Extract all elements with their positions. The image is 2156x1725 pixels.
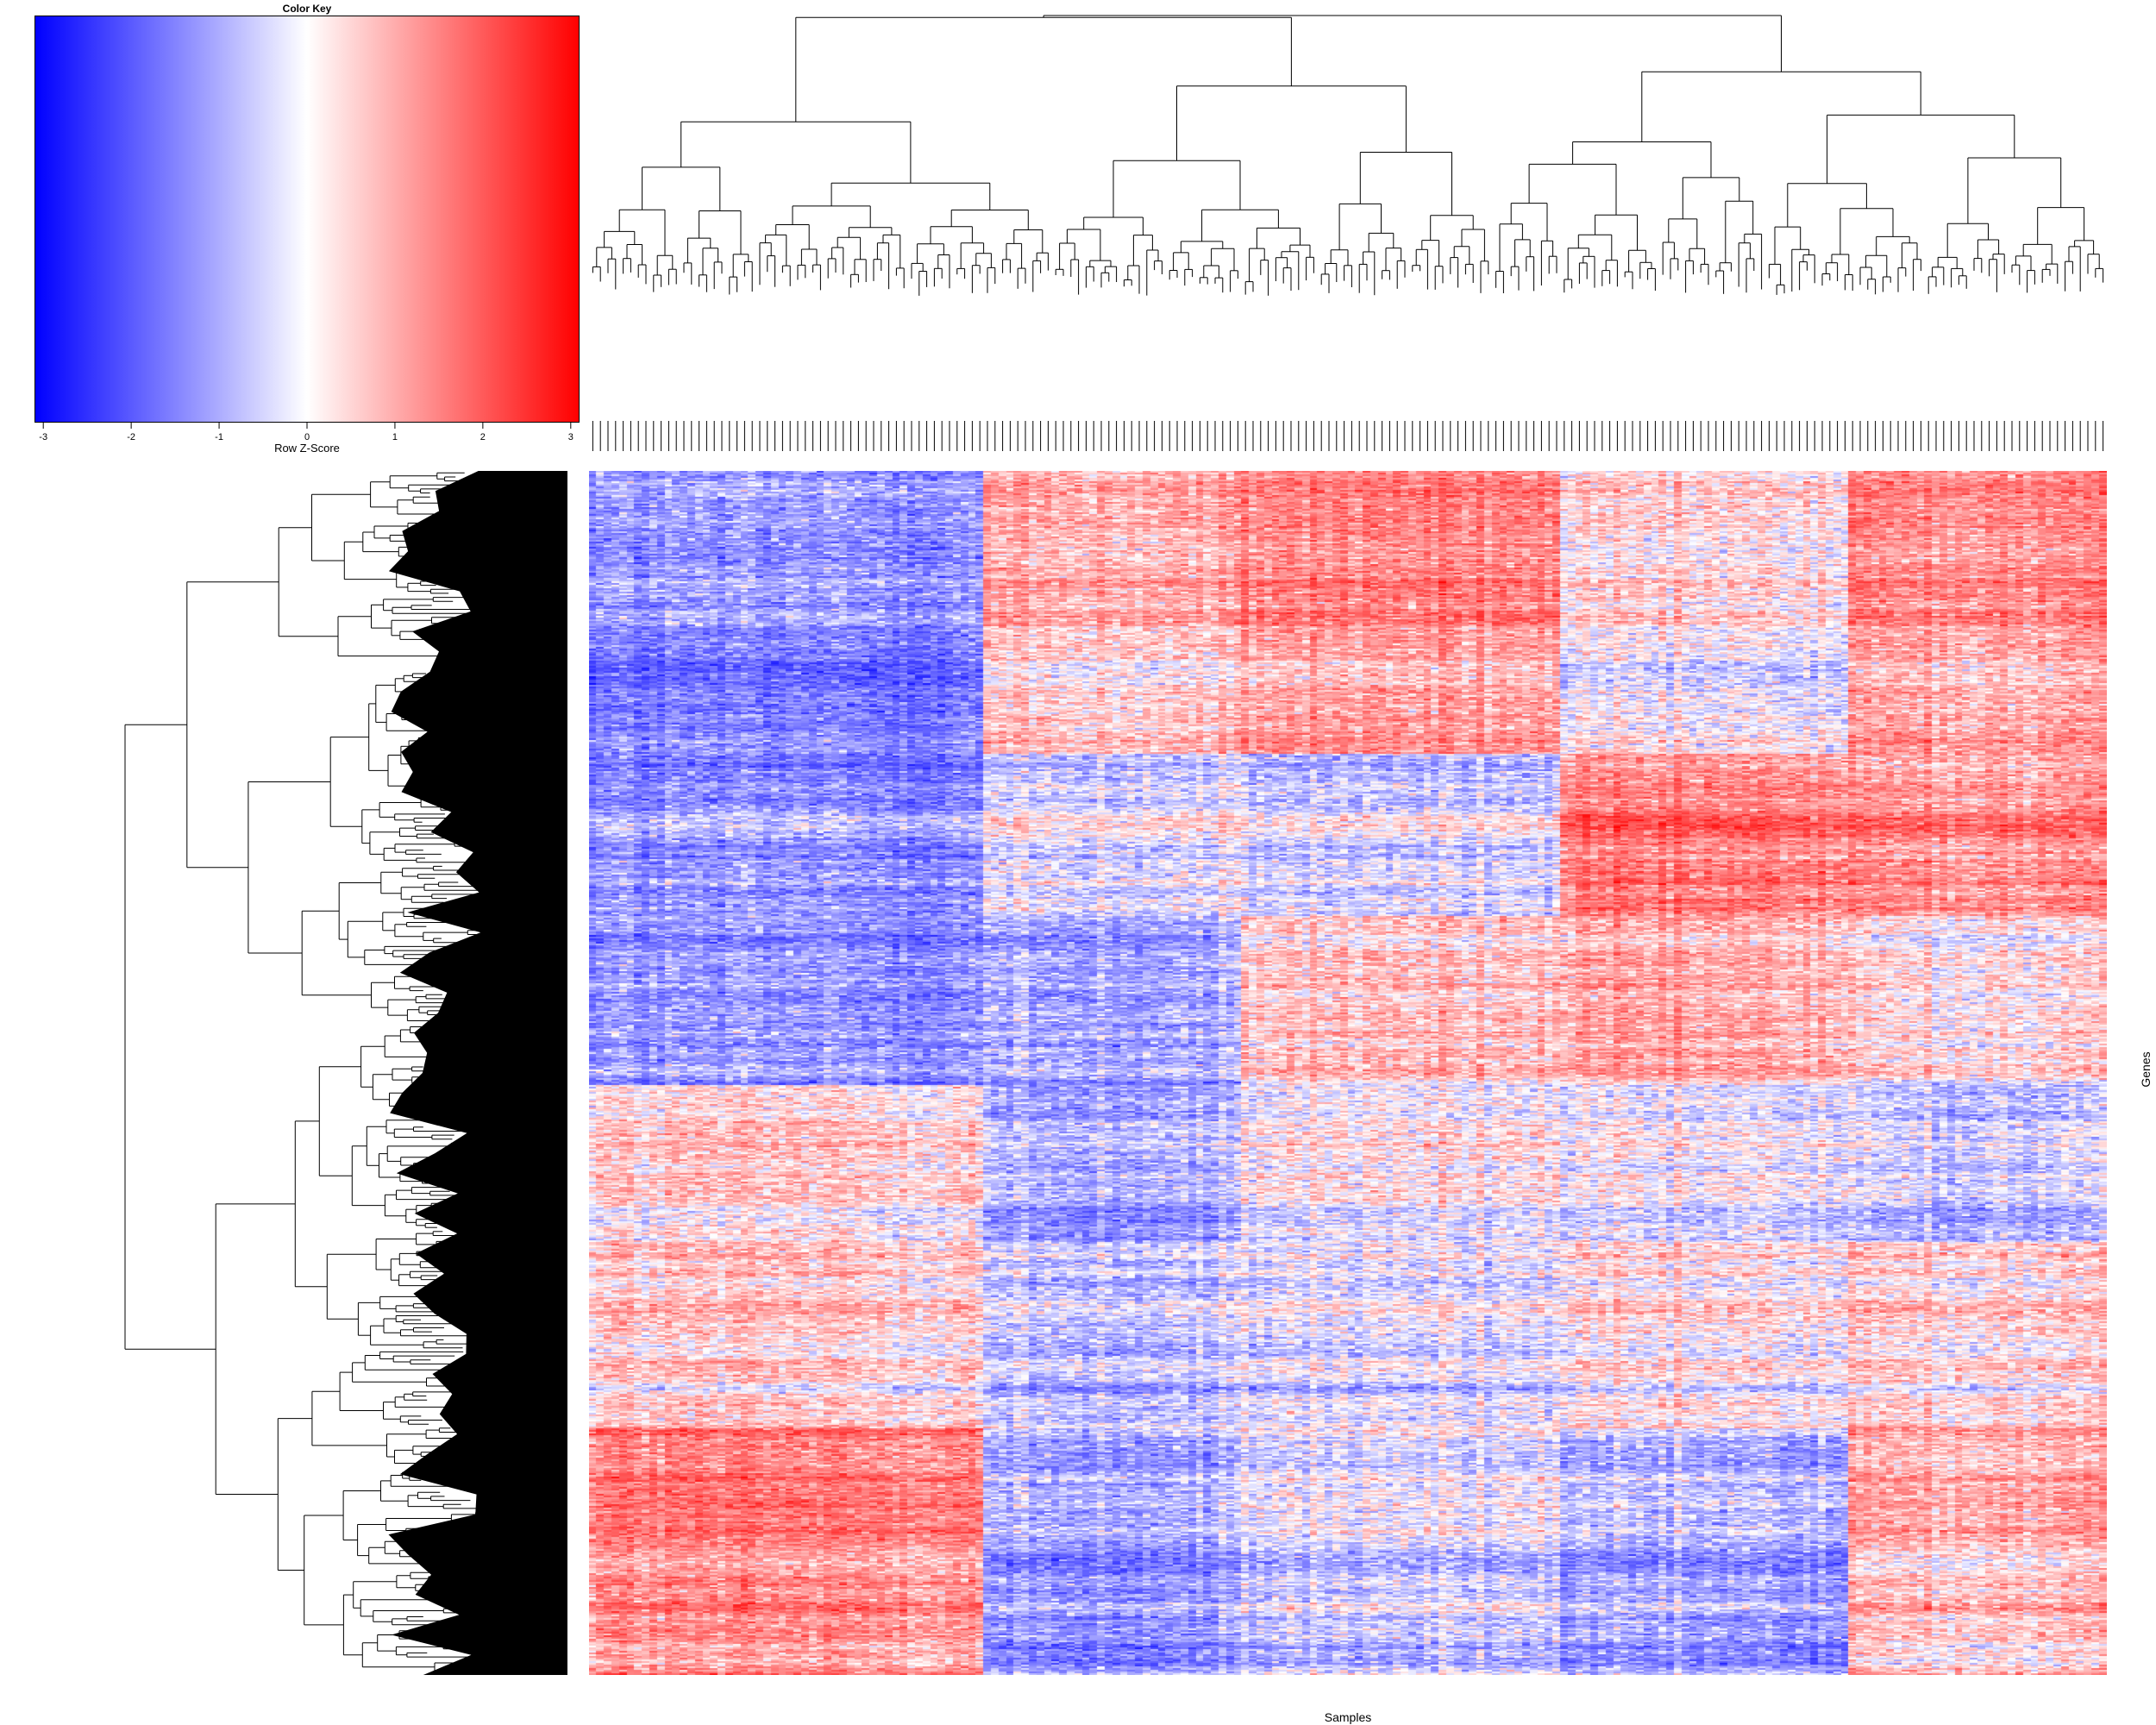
color-key-tick-label: 0 [304,432,310,442]
color-key-tick-label: 2 [480,432,486,442]
row-dendrogram [124,471,567,1675]
color-key-tick-label: 3 [568,432,573,442]
x-axis-label: Samples [1324,1710,1372,1724]
color-key-title: Color Key [282,3,332,15]
color-key-label: Row Z-Score [274,442,340,455]
color-key-tick-label: 1 [392,432,398,442]
row-dendrogram-leaf-mass [388,471,567,1675]
heatmap-grid [589,471,2107,1675]
color-key-axis: -3 -2 -1 0 1 2 3 [39,423,573,442]
color-key-tick-label: -1 [215,432,223,442]
color-key-gradient [34,16,580,423]
color-key-tick-label: -3 [39,432,47,442]
color-key-tick-label: -2 [127,432,135,442]
column-dendrogram [592,15,2104,451]
y-axis-label: Genes [2139,1051,2153,1088]
